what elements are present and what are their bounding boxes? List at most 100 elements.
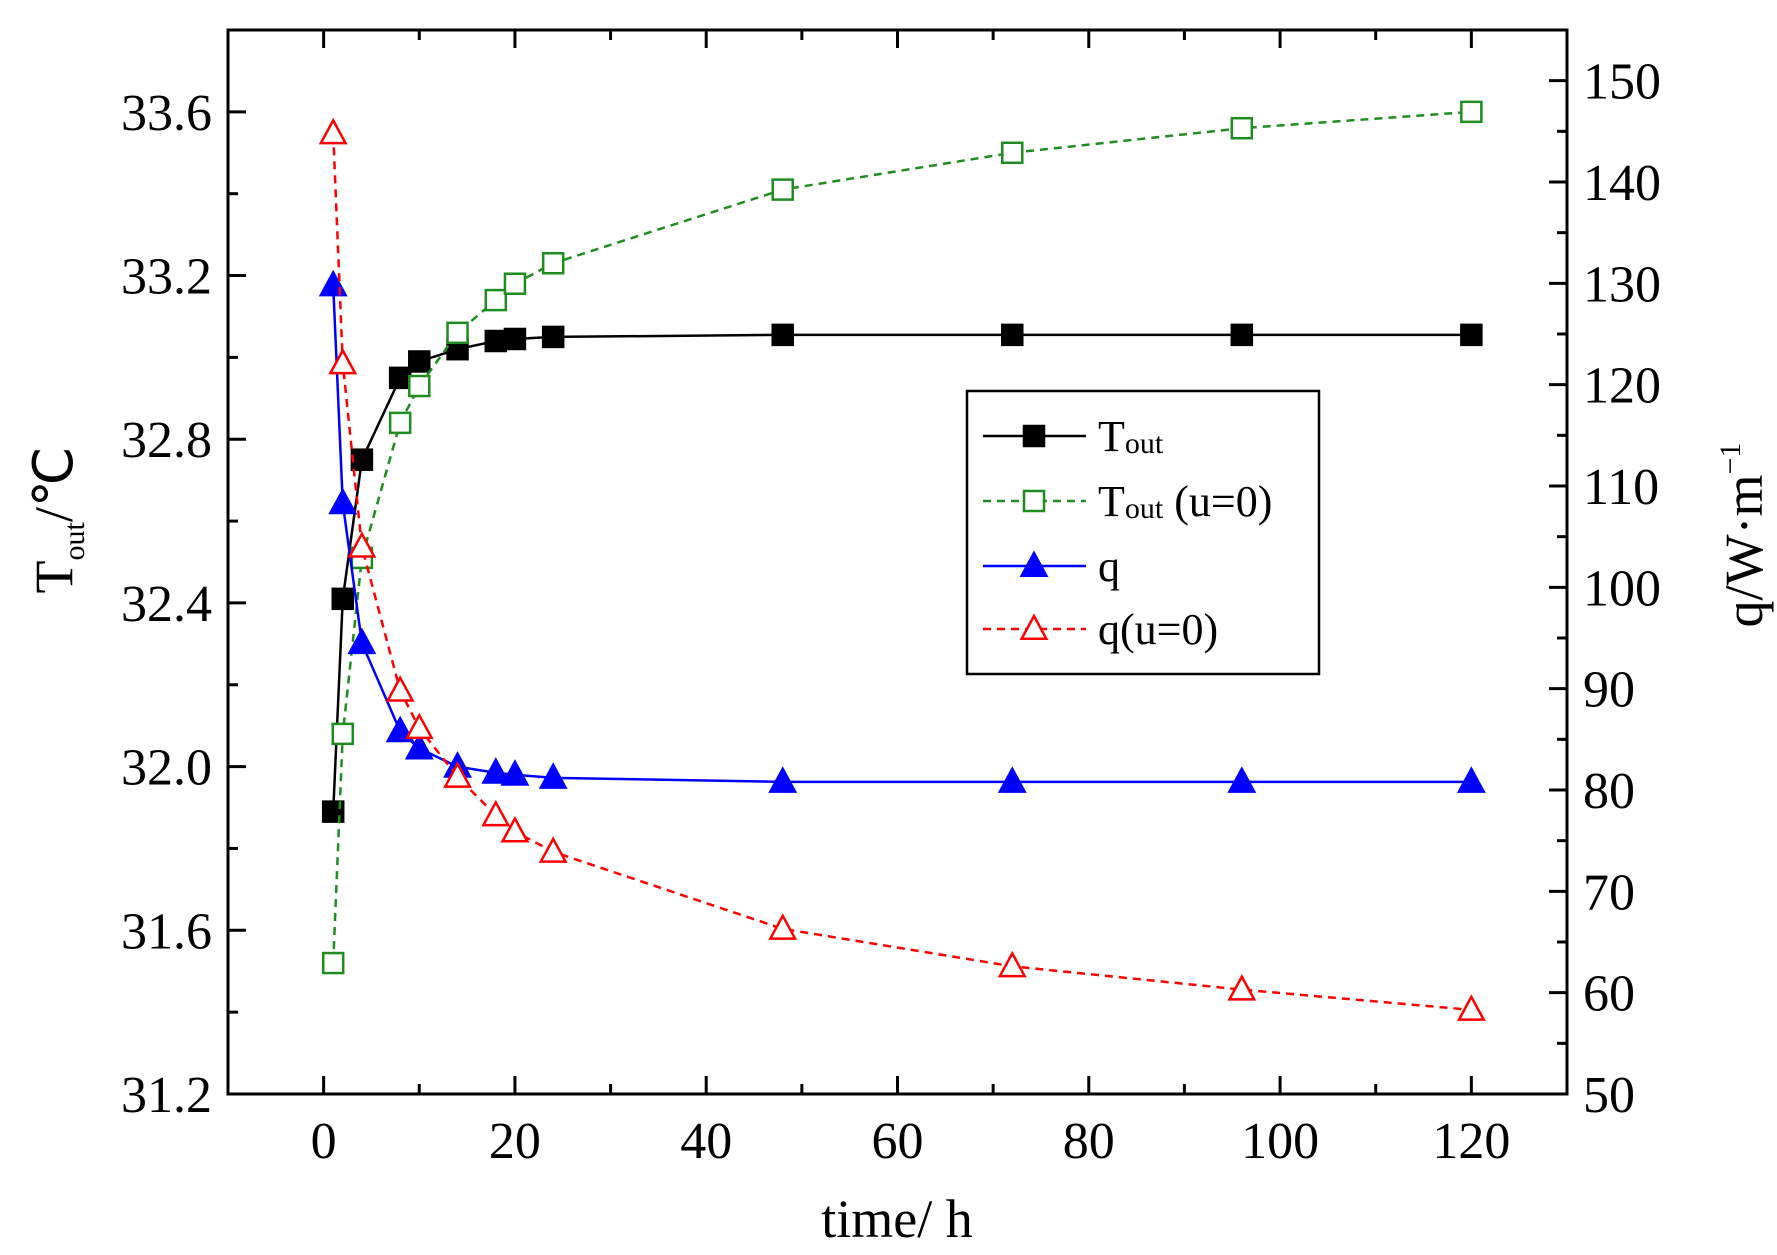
data-point — [771, 323, 794, 347]
data-point — [1456, 766, 1486, 793]
y-left-title-sub: out — [58, 522, 91, 561]
legend-entry: Tout — [983, 412, 1164, 461]
data-point — [484, 329, 508, 353]
y-left-tick-label: 33.6 — [121, 85, 212, 142]
y-right-tick-label: 130 — [1583, 256, 1661, 313]
series-tout-u-0- — [321, 100, 1483, 975]
legend-label-sub: out — [1125, 427, 1164, 460]
data-point — [404, 712, 434, 740]
data-point — [388, 411, 412, 435]
legend-label: q(u=0) — [1098, 605, 1218, 654]
x-tick-label: 120 — [1432, 1113, 1510, 1170]
data-point — [1230, 116, 1254, 140]
data-point — [1460, 323, 1483, 347]
y-left-tick-label: 32.8 — [121, 412, 212, 469]
y-right-tick-label: 70 — [1583, 864, 1635, 921]
y-right-tick-label: 80 — [1583, 763, 1635, 820]
x-tick-label: 20 — [489, 1113, 541, 1170]
data-point — [503, 272, 527, 295]
legend-entry: Tout (u=0) — [983, 477, 1272, 526]
data-point — [503, 327, 527, 351]
data-point — [768, 766, 798, 793]
data-point — [541, 252, 565, 275]
data-point — [538, 836, 568, 863]
data-point — [541, 325, 565, 349]
y-right-tick-label: 60 — [1583, 966, 1635, 1023]
data-point — [350, 448, 374, 471]
data-point — [1001, 141, 1024, 165]
legend-label-main: T — [1098, 477, 1125, 526]
data-point — [318, 117, 348, 145]
legend-label: q — [1098, 542, 1120, 591]
data-point — [404, 732, 434, 760]
x-tick-label: 100 — [1241, 1113, 1319, 1170]
y-right-tick-label: 100 — [1583, 560, 1661, 617]
data-point — [321, 951, 345, 975]
ticks-layer: 0 20 40 60 80 100 120 31.2 31.6 32.0 32.4 32.8 33.2 3… — [121, 28, 1661, 1170]
legend-label-main: q — [1098, 542, 1120, 591]
data-point — [1230, 323, 1254, 347]
y-right-title-sup: −1 — [1714, 443, 1747, 475]
data-point — [443, 761, 472, 788]
data-point — [1227, 974, 1257, 1001]
x-tick-label: 80 — [1063, 1113, 1115, 1170]
legend-marker — [1022, 489, 1046, 513]
legend-label-main: T — [1098, 412, 1125, 461]
legend-entry: q — [983, 542, 1120, 591]
y-right-tick-label: 120 — [1583, 358, 1661, 415]
legend-entry: q(u=0) — [983, 605, 1218, 654]
y-left-title-main: T — [24, 561, 84, 594]
y-right-tick-label: 110 — [1583, 459, 1659, 516]
data-point — [388, 366, 412, 390]
data-point — [347, 627, 377, 655]
legend-label-suffix: (u=0) — [1120, 605, 1218, 654]
data-point — [385, 675, 415, 702]
data-point — [1460, 100, 1483, 124]
x-tick-label: 60 — [872, 1113, 924, 1170]
data-point — [481, 799, 511, 827]
legend-marker — [1019, 613, 1049, 640]
y-left-tick-label: 31.6 — [121, 903, 212, 960]
data-point — [481, 757, 511, 784]
y-right-tick-label: 150 — [1583, 54, 1661, 111]
data-point — [331, 722, 355, 746]
data-point — [538, 762, 568, 789]
data-point — [1001, 323, 1024, 347]
data-point — [500, 759, 530, 786]
series-layer — [318, 100, 1486, 1021]
data-point — [1227, 766, 1257, 793]
series-q — [318, 269, 1486, 793]
data-point — [771, 178, 794, 201]
data-point — [1456, 994, 1486, 1021]
data-point — [484, 288, 508, 312]
data-point — [347, 531, 377, 558]
data-point — [328, 347, 358, 375]
data-point — [997, 950, 1027, 978]
y-left-tick-label: 33.2 — [121, 249, 212, 306]
legend-marker — [1022, 424, 1046, 448]
y-left-axis-title: Tout/℃ — [24, 447, 91, 594]
legend-marker — [1019, 550, 1049, 577]
x-tick-label: 0 — [311, 1113, 337, 1170]
y-left-title-unit: /℃ — [24, 447, 84, 523]
data-point — [408, 350, 431, 373]
x-tick-label: 40 — [680, 1113, 732, 1170]
data-point — [446, 321, 469, 345]
y-right-tick-label: 50 — [1583, 1067, 1635, 1124]
series-q-u-0- — [318, 117, 1486, 1021]
y-left-tick-label: 31.2 — [121, 1067, 212, 1124]
legend-label-suffix: (u=0) — [1163, 477, 1272, 526]
y-left-tick-label: 32.0 — [121, 740, 212, 797]
data-point — [385, 715, 415, 743]
series-tout — [321, 323, 1483, 823]
legend-label: Tout (u=0) — [1098, 477, 1272, 526]
x-axis-title: time/ h — [821, 1189, 972, 1249]
data-point — [331, 587, 355, 611]
legend-label: Tout — [1098, 412, 1164, 461]
data-point — [408, 374, 431, 398]
y-right-axis-title: q/W·m−1 — [1714, 443, 1774, 628]
